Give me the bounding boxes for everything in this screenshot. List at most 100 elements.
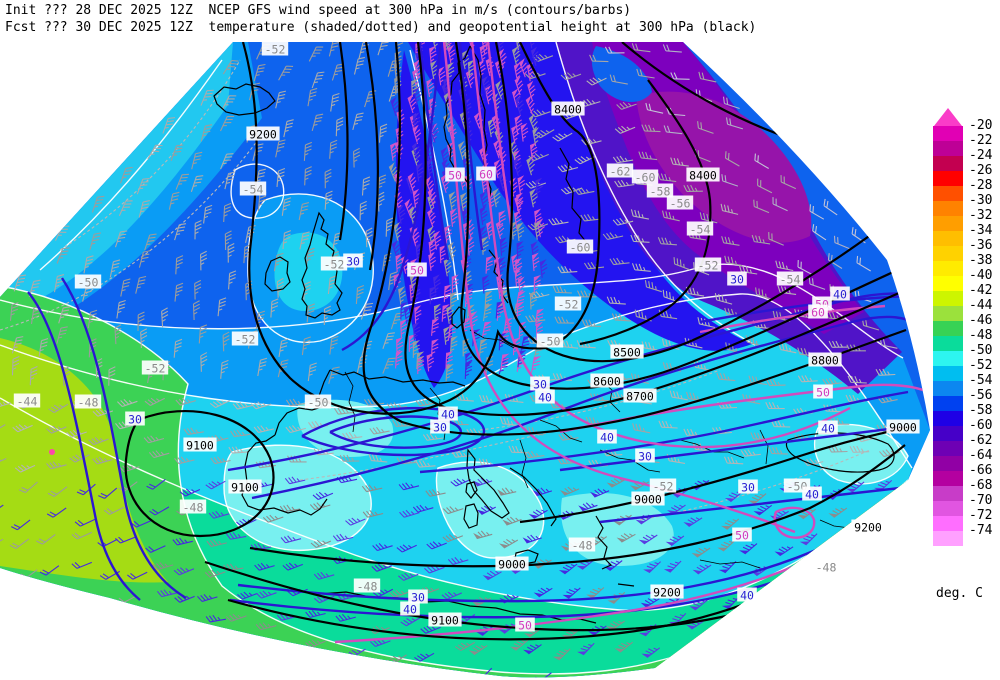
legend-color-box xyxy=(933,486,963,501)
temperature-contour-label: -52 xyxy=(231,331,259,347)
legend-color-box xyxy=(933,396,963,411)
legend-value-label: -68 xyxy=(969,478,993,493)
svg-text:30: 30 xyxy=(411,591,425,605)
svg-text:30: 30 xyxy=(730,273,744,287)
legend-value-label: -42 xyxy=(969,283,993,298)
legend-color-box xyxy=(933,186,963,201)
temperature-contour-label: -52 xyxy=(261,41,289,57)
wind-speed-contour-label: 60 xyxy=(476,166,496,182)
legend-unit-label: deg. C xyxy=(936,586,983,601)
height-contour-label: 9200 xyxy=(650,584,684,600)
legend-value-label: -50 xyxy=(969,343,993,358)
svg-text:-62: -62 xyxy=(610,165,631,179)
legend-color-box xyxy=(933,471,963,486)
svg-text:50: 50 xyxy=(735,529,749,543)
svg-text:40: 40 xyxy=(600,431,614,445)
temperature-contour-label: -52 xyxy=(694,257,722,273)
legend-value-label: -54 xyxy=(969,373,993,388)
legend-color-box xyxy=(933,516,963,531)
header-fcst-line: Fcst ??? 30 DEC 2025 12Z temperature (sh… xyxy=(5,20,757,35)
svg-text:-52: -52 xyxy=(265,43,286,57)
wind-speed-contour-label: 40 xyxy=(438,406,458,422)
legend-value-label: -72 xyxy=(969,508,993,523)
svg-text:-54: -54 xyxy=(690,223,711,237)
wind-speed-contour-label: 30 xyxy=(635,448,655,464)
svg-text:30: 30 xyxy=(638,450,652,464)
svg-text:30: 30 xyxy=(741,481,755,495)
legend-color-box xyxy=(933,411,963,426)
wind-speed-contour-label: 30 xyxy=(408,589,428,605)
legend-color-box xyxy=(933,126,963,141)
svg-text:-48: -48 xyxy=(78,396,99,410)
svg-text:40: 40 xyxy=(805,488,819,502)
height-contour-label: 8800 xyxy=(808,352,842,368)
svg-text:-48: -48 xyxy=(183,501,204,515)
svg-text:-52: -52 xyxy=(698,259,719,273)
svg-text:9000: 9000 xyxy=(634,493,662,507)
legend-value-label: -20 xyxy=(969,118,993,133)
height-contour-label: 8400 xyxy=(686,167,720,183)
legend-value-label: -74 xyxy=(969,523,993,538)
temperature-contour-label: -48 xyxy=(568,537,596,553)
wind-speed-contour-label: 40 xyxy=(535,389,555,405)
svg-text:-52: -52 xyxy=(558,298,579,312)
wind-speed-contour-label: 30 xyxy=(125,411,145,427)
height-contour-label: 9200 xyxy=(851,519,885,535)
temperature-contour-label: -52 xyxy=(649,478,677,494)
legend-color-box xyxy=(933,216,963,231)
svg-text:8400: 8400 xyxy=(689,169,717,183)
temperature-contour-label: -52 xyxy=(554,296,582,312)
svg-text:9200: 9200 xyxy=(249,128,277,142)
svg-text:-50: -50 xyxy=(78,276,99,290)
svg-text:40: 40 xyxy=(821,422,835,436)
svg-text:-56: -56 xyxy=(670,197,691,211)
wind-speed-contour-label: 40 xyxy=(400,601,420,617)
wind-speed-contour-label: 50 xyxy=(813,384,833,400)
svg-text:9100: 9100 xyxy=(231,481,259,495)
height-contour-label: 9100 xyxy=(428,612,462,628)
legend-color-box xyxy=(933,261,963,276)
wind-speed-contour-label: 30 xyxy=(343,253,363,269)
temperature-contour-label: -52 xyxy=(320,256,348,272)
height-contour-label: 9000 xyxy=(495,556,529,572)
legend-triangle-icon xyxy=(934,108,962,126)
legend-color-box xyxy=(933,321,963,336)
legend-value-label: -30 xyxy=(969,193,993,208)
legend-value-label: -70 xyxy=(969,493,993,508)
wind-speed-contour-label: 50 xyxy=(407,262,427,278)
temperature-contour-label: -60 xyxy=(631,169,659,185)
svg-text:-52: -52 xyxy=(145,362,166,376)
wind-speed-contour-label: 40 xyxy=(818,420,838,436)
legend-value-label: -22 xyxy=(969,133,993,148)
height-contour-label: 9100 xyxy=(228,479,262,495)
legend-color-box xyxy=(933,306,963,321)
legend-value-label: -46 xyxy=(969,313,993,328)
legend-value-label: -34 xyxy=(969,223,993,238)
svg-text:-54: -54 xyxy=(243,183,264,197)
temperature-contour-label: -48 xyxy=(74,394,102,410)
wind-speed-contour-label: 60 xyxy=(808,304,828,320)
temperature-contour-label: -50 xyxy=(74,274,102,290)
temperature-contour-label: -56 xyxy=(666,195,694,211)
svg-text:9100: 9100 xyxy=(186,439,214,453)
legend-color-box xyxy=(933,336,963,351)
legend-color-box xyxy=(933,156,963,171)
temperature-contour-label: -50 xyxy=(304,394,332,410)
legend-value-label: -38 xyxy=(969,253,993,268)
legend-color-box xyxy=(933,456,963,471)
height-contour-label: 9000 xyxy=(631,491,665,507)
legend-value-label: -40 xyxy=(969,268,993,283)
svg-text:40: 40 xyxy=(403,603,417,617)
svg-text:50: 50 xyxy=(410,264,424,278)
legend-color-box xyxy=(933,231,963,246)
svg-text:40: 40 xyxy=(833,288,847,302)
svg-text:9200: 9200 xyxy=(854,521,882,535)
svg-text:30: 30 xyxy=(433,421,447,435)
wind-speed-contour-label: 50 xyxy=(445,167,465,183)
temperature-contour-label: -48 xyxy=(353,578,381,594)
wind-speed-contour-label: 40 xyxy=(802,486,822,502)
svg-text:-52: -52 xyxy=(235,333,256,347)
svg-text:9000: 9000 xyxy=(889,421,917,435)
wind-speed-contour-label: 30 xyxy=(430,419,450,435)
